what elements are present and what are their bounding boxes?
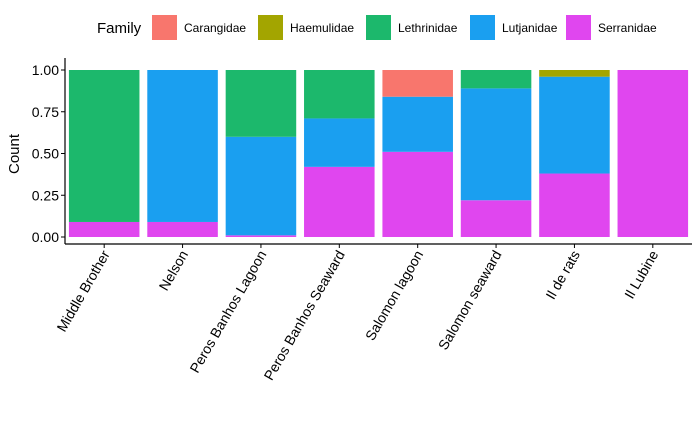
bar-segment-lethrinidae: [460, 70, 532, 89]
bar-segment-serranidae: [382, 151, 453, 237]
bar-segment-lutjanidae: [460, 88, 532, 201]
x-tick-label: Salomon lagoon: [362, 248, 426, 344]
legend-key-carangidae: [152, 15, 177, 40]
y-axis-title: Count: [6, 133, 23, 174]
bar-segment-lutjanidae: [304, 118, 375, 167]
y-tick-label: 0.75: [32, 104, 59, 120]
x-tick-label: Salomon seaward: [435, 248, 505, 353]
x-tick-label: Nelson: [156, 248, 192, 294]
legend-label-carangidae: Carangidae: [184, 21, 246, 35]
legend-key-lethrinidae: [366, 15, 391, 40]
y-tick-label: 1.00: [32, 62, 59, 78]
bar-segment-lutjanidae: [539, 76, 610, 174]
y-axis: 0.00 0.25 0.50 0.75 1.00: [32, 58, 66, 245]
bar-segment-lutjanidae: [225, 136, 297, 236]
bar-group: [304, 70, 375, 237]
bar-segment-carangidae: [382, 70, 453, 97]
legend-label-lethrinidae: Lethrinidae: [398, 21, 458, 35]
bar-segment-serranidae: [617, 70, 689, 237]
legend-label-serranidae: Serranidae: [598, 21, 657, 35]
bar-group: [539, 70, 610, 237]
x-tick-label: Il de rats: [542, 248, 583, 303]
bar-segment-serranidae: [304, 166, 375, 237]
bar-segment-lutjanidae: [147, 70, 218, 222]
x-tick-label: Peros Banhos Lagoon: [186, 248, 269, 376]
bar-segment-haemulidae: [539, 70, 610, 77]
bar-group: [460, 70, 532, 237]
bar-segment-serranidae: [539, 173, 610, 237]
bar-segment-serranidae: [460, 200, 532, 237]
x-tick-label: Il Lubine: [621, 247, 661, 301]
bar-segment-serranidae: [147, 221, 218, 237]
legend-key-serranidae: [566, 15, 591, 40]
y-tick-label: 0.50: [32, 146, 59, 162]
x-tick-label: Middle Brother: [53, 247, 113, 334]
legend-key-haemulidae: [258, 15, 283, 40]
bar-segment-serranidae: [68, 221, 140, 237]
legend-key-lutjanidae: [470, 15, 495, 40]
legend: Family Carangidae Haemulidae Lethrinidae Lu…: [97, 15, 657, 40]
legend-title: Family: [97, 20, 142, 37]
legend-label-lutjanidae: Lutjanidae: [502, 21, 558, 35]
bar-segment-lethrinidae: [304, 70, 375, 119]
bar-group: [617, 70, 689, 237]
bar-group: [225, 70, 297, 237]
x-tick-label: Peros Banhos Seaward: [261, 248, 348, 383]
bar-group: [382, 70, 453, 237]
bar-group: [147, 70, 218, 237]
bar-segment-lethrinidae: [68, 70, 140, 222]
y-tick-label: 0.25: [32, 187, 59, 203]
bar-segment-lethrinidae: [225, 70, 297, 137]
legend-label-haemulidae: Haemulidae: [290, 21, 354, 35]
bar-segment-serranidae: [225, 235, 297, 237]
plot-area: [68, 70, 689, 237]
bar-segment-lutjanidae: [382, 96, 453, 152]
bar-group: [68, 70, 140, 237]
y-tick-label: 0.00: [32, 229, 59, 245]
